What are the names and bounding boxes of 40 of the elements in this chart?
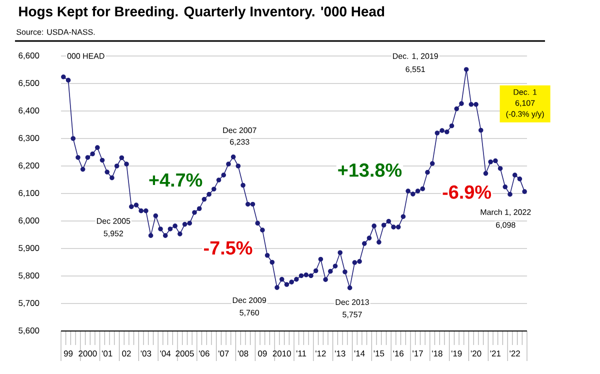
y-tick-label: 6,400 <box>18 108 40 114</box>
x-tick-label: '03 <box>140 350 152 357</box>
x-tick-label: 2000 <box>78 350 97 357</box>
x-tick-label: 2010 <box>272 350 291 357</box>
chart-title: Hogs Kept for Breeding. Quarterly Inventory. '000 Head <box>19 6 384 20</box>
x-tick-label: '18 <box>432 350 442 357</box>
x-tick-label: 2005 <box>176 350 194 357</box>
x-tick-label: '13 <box>335 350 346 357</box>
annotation: +13.8% <box>338 163 402 177</box>
x-tick-label: '15 <box>374 350 384 356</box>
y-tick-label: 5,600 <box>18 328 40 334</box>
x-tick-label: 02 <box>122 350 131 357</box>
annotation: -6.9% <box>442 185 492 199</box>
y-tick-label: 6,600 <box>18 52 40 60</box>
x-tick-label: '21 <box>490 350 501 356</box>
x-tick-label: '04 <box>160 350 171 357</box>
annotation: -7.5% <box>204 241 252 255</box>
y-tick-label: 6,200 <box>18 162 40 170</box>
x-tick-label: '08 <box>238 350 248 357</box>
y-tick-label: 5,800 <box>18 272 40 280</box>
x-tick-label: '01 <box>102 350 112 357</box>
x-tick-label: 09 <box>258 350 267 357</box>
y-tick-label: 6,100 <box>18 190 40 197</box>
y-tick-label: 6,000 <box>18 218 40 224</box>
x-tick-label: '11 <box>296 350 306 356</box>
annotation: +4.7% <box>149 173 202 187</box>
x-tick-label: '06 <box>199 350 210 357</box>
x-tick-label: '20 <box>470 350 482 357</box>
x-tick-label: '12 <box>316 350 326 356</box>
x-tick-label: '19 <box>452 350 462 357</box>
x-tick-label: '07 <box>218 350 229 357</box>
x-tick-label: 99 <box>64 350 73 357</box>
y-tick-label: 5,700 <box>18 300 40 307</box>
x-tick-label: '16 <box>393 350 404 357</box>
x-tick-label: '14 <box>354 350 365 356</box>
x-tick-label: '22 <box>510 350 520 356</box>
y-tick-label: 6,300 <box>18 135 40 142</box>
x-tick-label: '17 <box>412 350 423 356</box>
y-tick-label: 6,500 <box>18 80 40 87</box>
y-tick-label: 5,900 <box>18 245 40 252</box>
